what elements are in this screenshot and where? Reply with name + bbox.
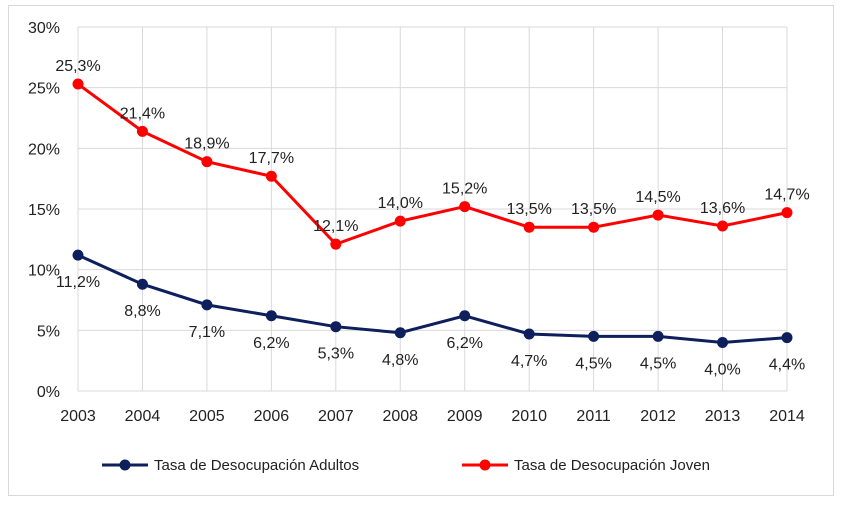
data-label: 4,5% <box>640 355 676 372</box>
data-point <box>136 278 148 290</box>
data-point <box>394 327 406 339</box>
data-label: 14,5% <box>635 189 680 206</box>
data-point <box>201 156 213 168</box>
data-label: 15,2% <box>442 181 487 198</box>
data-point <box>330 321 342 333</box>
data-label: 4,4% <box>769 357 805 374</box>
data-point <box>459 310 471 322</box>
data-label: 4,8% <box>382 352 418 369</box>
data-point <box>523 328 535 340</box>
data-label: 13,5% <box>506 201 551 218</box>
data-point <box>459 201 471 213</box>
data-label: 14,0% <box>378 195 423 212</box>
legend-marker <box>479 459 491 471</box>
legend-marker <box>119 459 131 471</box>
data-point <box>72 249 84 261</box>
x-tick-label: 2012 <box>640 408 676 425</box>
data-point <box>781 207 793 219</box>
x-tick-label: 2005 <box>189 408 225 425</box>
y-tick-label: 20% <box>28 141 60 158</box>
data-label: 21,4% <box>120 105 165 122</box>
data-label: 7,1% <box>189 324 225 341</box>
data-point <box>588 221 600 233</box>
x-tick-label: 2010 <box>511 408 547 425</box>
legend-label: Tasa de Desocupación Adultos <box>154 457 359 474</box>
series-line <box>77 82 788 246</box>
legend-label: Tasa de Desocupación Joven <box>514 457 710 474</box>
x-tick-label: 2004 <box>125 408 161 425</box>
x-tick-label: 2009 <box>447 408 483 425</box>
y-tick-label: 30% <box>28 20 60 37</box>
series-line <box>77 253 788 344</box>
data-label: 5,3% <box>318 346 354 363</box>
data-label: 25,3% <box>55 58 100 75</box>
y-tick-label: 10% <box>28 263 60 280</box>
x-tick-label: 2007 <box>318 408 354 425</box>
data-label: 12,1% <box>313 218 358 235</box>
x-tick-label: 2013 <box>705 408 741 425</box>
data-point <box>394 215 406 227</box>
chart-frame <box>8 5 834 496</box>
x-tick-label: 2006 <box>254 408 290 425</box>
data-label: 6,2% <box>446 335 482 352</box>
data-label: 17,7% <box>249 150 294 167</box>
data-label: 13,5% <box>571 201 616 218</box>
data-label: 8,8% <box>124 303 160 320</box>
data-point <box>330 238 342 250</box>
x-tick-label: 2014 <box>769 408 805 425</box>
data-label: 6,2% <box>253 335 289 352</box>
data-label: 4,5% <box>575 355 611 372</box>
y-tick-label: 15% <box>28 202 60 219</box>
data-point <box>717 336 729 348</box>
y-tick-label: 25% <box>28 81 60 98</box>
data-point <box>781 332 793 344</box>
data-label: 4,7% <box>511 353 547 370</box>
x-tick-label: 2011 <box>576 408 611 425</box>
x-tick-label: 2003 <box>60 408 96 425</box>
data-point <box>652 209 664 221</box>
data-point <box>136 125 148 137</box>
data-point <box>265 310 277 322</box>
data-label: 14,7% <box>764 187 809 204</box>
data-point <box>717 220 729 232</box>
data-point <box>265 170 277 182</box>
data-point <box>588 330 600 342</box>
x-tick-label: 2008 <box>382 408 418 425</box>
data-point <box>523 221 535 233</box>
data-point <box>72 78 84 90</box>
y-tick-label: 0% <box>37 384 60 401</box>
data-label: 18,9% <box>184 136 229 153</box>
data-label: 11,2% <box>56 274 100 291</box>
y-tick-label: 5% <box>37 323 60 340</box>
data-label: 4,0% <box>704 361 740 378</box>
data-point <box>201 299 213 311</box>
data-point <box>652 330 664 342</box>
data-label: 13,6% <box>700 200 745 217</box>
